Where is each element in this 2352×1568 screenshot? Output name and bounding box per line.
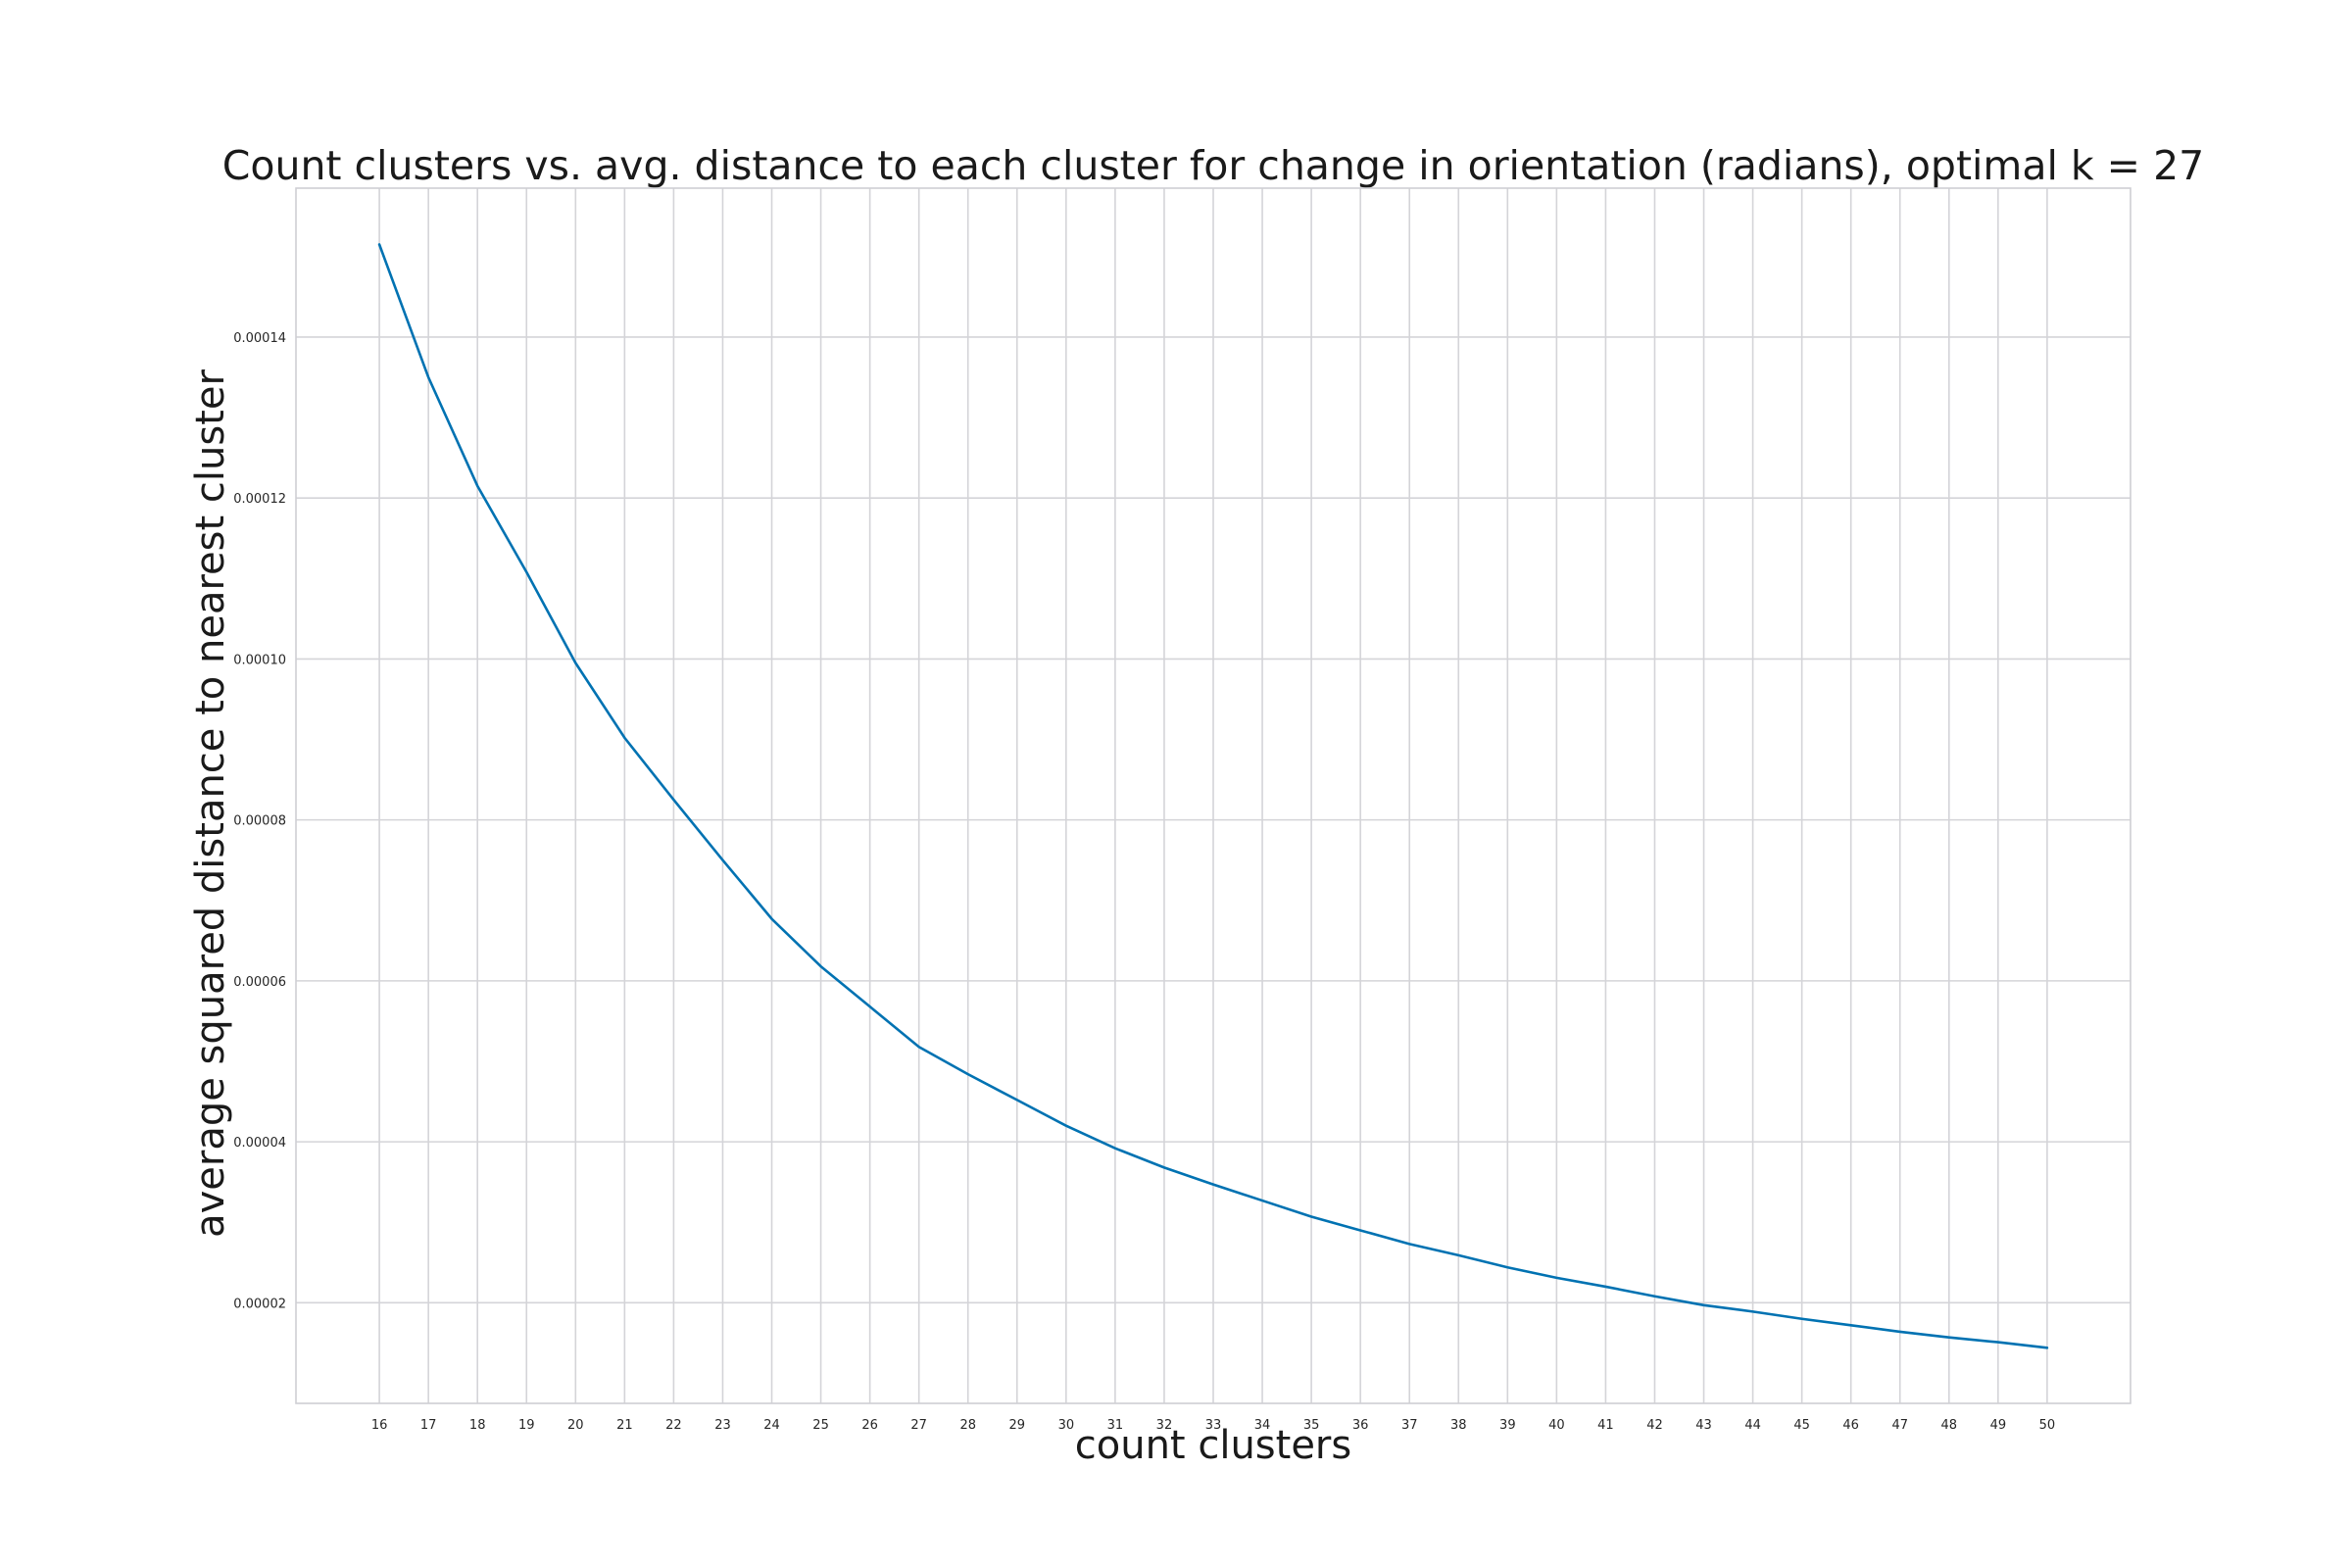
x-tick-label: 27 — [910, 1418, 927, 1433]
y-tick-label: 0.00014 — [233, 331, 286, 346]
grid — [296, 188, 2131, 1403]
x-tick-label: 22 — [665, 1418, 682, 1433]
x-tick-label: 44 — [1744, 1418, 1761, 1433]
x-tick-label: 19 — [518, 1418, 535, 1433]
x-tick-label: 41 — [1597, 1418, 1614, 1433]
x-tick-label: 25 — [812, 1418, 829, 1433]
x-tick-label: 24 — [763, 1418, 780, 1433]
x-tick-label: 18 — [469, 1418, 486, 1433]
x-tick-label: 28 — [959, 1418, 976, 1433]
x-tick-label: 30 — [1058, 1418, 1075, 1433]
x-axis-ticks: 16 17 18 19 20 21 22 23 24 25 26 27 28 29 30 31 32 33 34 35… — [371, 1418, 2055, 1433]
y-axis-label: average squared distance to nearest clus… — [188, 369, 233, 1238]
y-tick-label: 0.00002 — [233, 1297, 286, 1311]
x-tick-label: 17 — [420, 1418, 437, 1433]
series-line — [377, 243, 2049, 1349]
y-tick-label: 0.00010 — [233, 653, 286, 667]
x-tick-label: 20 — [567, 1418, 584, 1433]
x-tick-label: 42 — [1646, 1418, 1663, 1433]
series-layer — [377, 243, 2049, 1349]
y-tick-label: 0.00006 — [233, 975, 286, 990]
x-tick-label: 50 — [2039, 1418, 2056, 1433]
x-tick-label: 33 — [1205, 1418, 1222, 1433]
plot-area — [295, 187, 2132, 1404]
x-tick-label: 38 — [1450, 1418, 1467, 1433]
x-tick-label: 32 — [1156, 1418, 1173, 1433]
y-tick-label: 0.00012 — [233, 492, 286, 507]
x-tick-label: 48 — [1941, 1418, 1958, 1433]
x-tick-label: 34 — [1254, 1418, 1271, 1433]
chart-title: Count clusters vs. avg. distance to each… — [222, 142, 2205, 189]
x-tick-label: 23 — [714, 1418, 731, 1433]
x-axis-label: count clusters — [1075, 1423, 1351, 1468]
y-tick-label: 0.00004 — [233, 1136, 286, 1151]
x-tick-label: 45 — [1793, 1418, 1810, 1433]
x-tick-label: 43 — [1695, 1418, 1712, 1433]
x-tick-label: 35 — [1303, 1418, 1320, 1433]
x-tick-label: 46 — [1842, 1418, 1859, 1433]
x-tick-label: 29 — [1009, 1418, 1026, 1433]
x-tick-label: 47 — [1891, 1418, 1908, 1433]
x-tick-label: 16 — [371, 1418, 388, 1433]
x-tick-label: 26 — [861, 1418, 878, 1433]
x-tick-label: 36 — [1352, 1418, 1369, 1433]
x-tick-label: 31 — [1107, 1418, 1124, 1433]
x-tick-label: 49 — [1990, 1418, 2007, 1433]
y-axis-ticks: 0.00002 0.00004 0.00006 0.00008 0.00010 0.000… — [233, 331, 286, 1311]
y-tick-label: 0.00008 — [233, 814, 286, 829]
x-tick-label: 39 — [1499, 1418, 1516, 1433]
x-tick-label: 40 — [1548, 1418, 1565, 1433]
x-tick-label: 21 — [616, 1418, 633, 1433]
x-tick-label: 37 — [1401, 1418, 1418, 1433]
